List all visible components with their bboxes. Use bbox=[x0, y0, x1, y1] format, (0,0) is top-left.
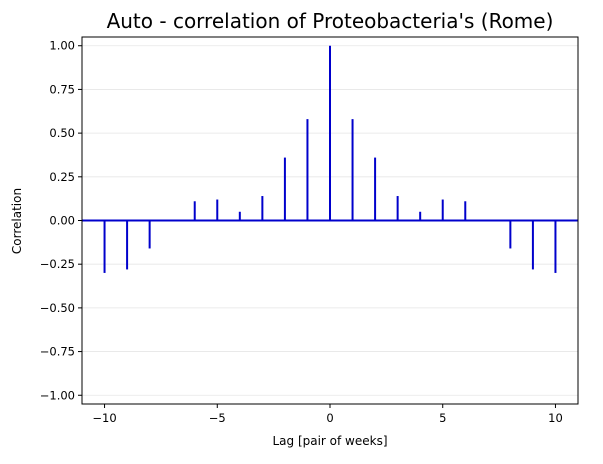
chart-title: Auto - correlation of Proteobacteria's (… bbox=[107, 9, 554, 33]
y-tick-label-4: 0.00 bbox=[49, 214, 75, 228]
y-tick-label-0: 1.00 bbox=[49, 39, 75, 53]
stems bbox=[103, 45, 557, 273]
y-axis-ticks: 1.00 0.75 0.50 0.25 0.00 −0.25 −0.50 −0.75 −1.00 bbox=[40, 39, 82, 402]
x-axis-label: Lag [pair of weeks] bbox=[272, 434, 387, 448]
x-tick-label-3: 5 bbox=[439, 411, 446, 425]
y-tick-label-2: 0.50 bbox=[49, 126, 75, 140]
y-tick-label-7: −0.75 bbox=[40, 345, 75, 359]
x-tick-label-0: −10 bbox=[92, 411, 116, 425]
y-tick-label-6: −0.50 bbox=[40, 301, 75, 315]
x-tick-label-4: 10 bbox=[548, 411, 563, 425]
y-tick-label-5: −0.25 bbox=[40, 257, 75, 271]
y-axis-label: Correlation bbox=[10, 188, 24, 254]
x-tick-label-2: 0 bbox=[326, 411, 333, 425]
x-axis-ticks: −10 −5 0 5 10 bbox=[92, 404, 563, 425]
y-tick-label-3: 0.25 bbox=[49, 170, 75, 184]
y-tick-label-1: 0.75 bbox=[49, 82, 75, 96]
x-tick-label-1: −5 bbox=[209, 411, 226, 425]
y-tick-label-8: −1.00 bbox=[40, 388, 75, 402]
